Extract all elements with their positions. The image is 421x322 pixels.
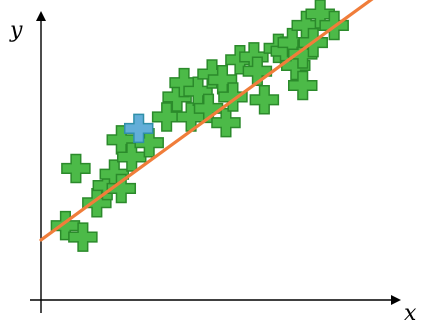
scatter-point-3 bbox=[82, 188, 112, 218]
scatter-point-6 bbox=[106, 173, 137, 204]
scatter-points bbox=[50, 0, 349, 252]
regression-line-layer bbox=[39, 0, 374, 242]
scatter-point-18 bbox=[211, 107, 241, 138]
scatter-point-2 bbox=[61, 153, 91, 184]
scatter-point-23 bbox=[249, 85, 280, 115]
scatter-point-28 bbox=[288, 39, 318, 69]
y-axis-label: y bbox=[9, 18, 23, 43]
scatter-point-16 bbox=[197, 59, 227, 89]
scatter-point-1 bbox=[68, 222, 98, 252]
scatter-point-29 bbox=[288, 70, 318, 101]
scatter-point-10 bbox=[151, 102, 182, 132]
highlighted-scatter-point bbox=[123, 113, 154, 144]
x-axis-label: x bbox=[404, 301, 417, 322]
scatter-point-19 bbox=[218, 82, 248, 112]
regression-line bbox=[39, 0, 374, 242]
